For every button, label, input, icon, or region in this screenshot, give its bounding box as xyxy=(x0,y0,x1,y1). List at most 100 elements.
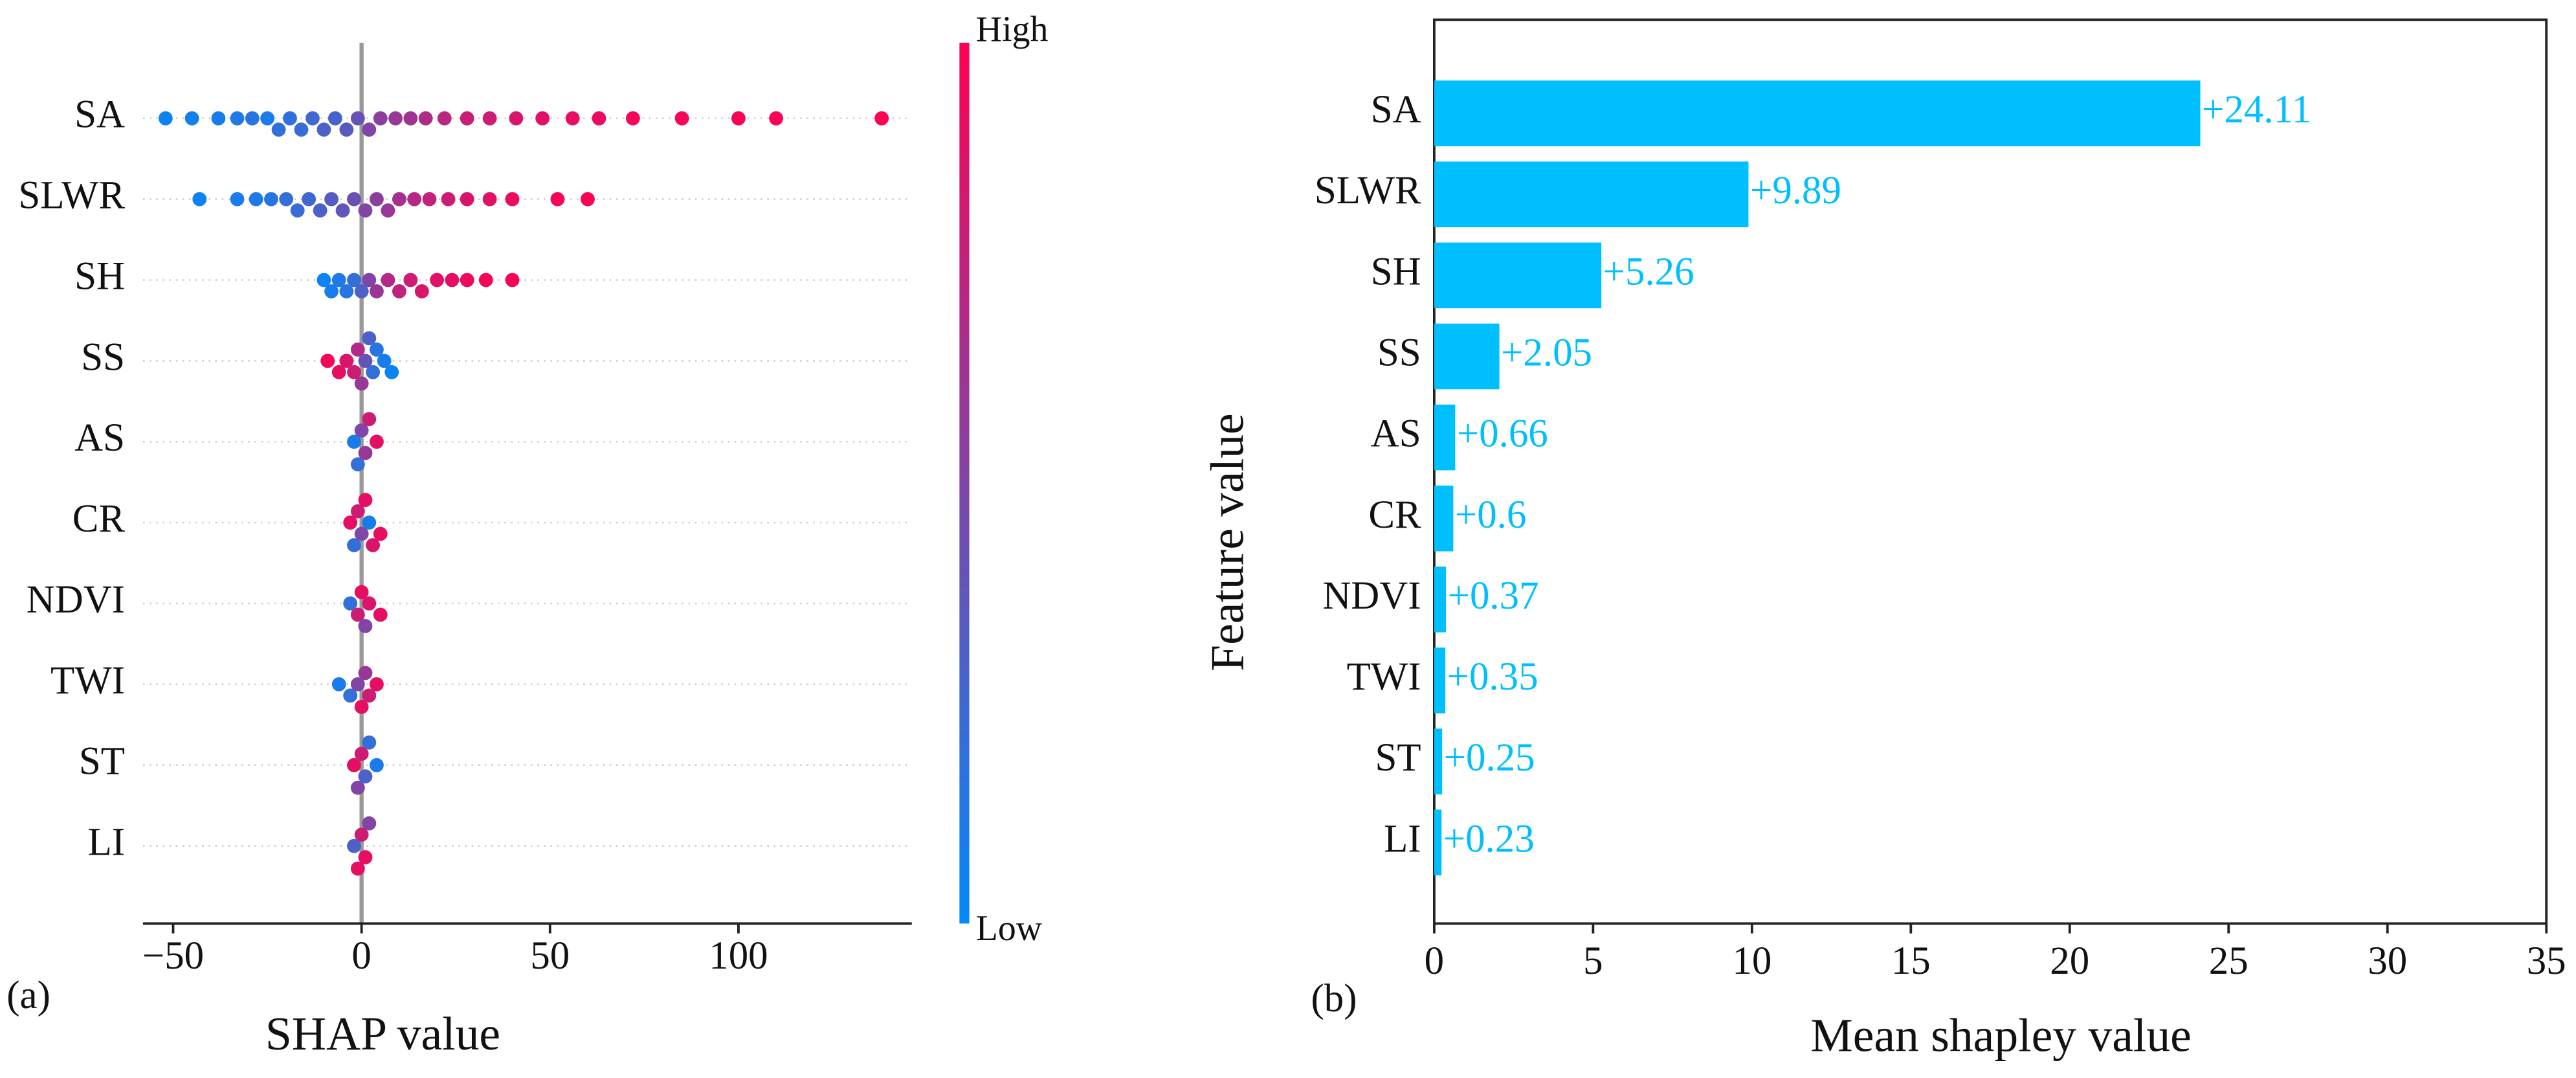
panel-label: (b) xyxy=(1311,977,1357,1020)
shap-point xyxy=(211,111,226,126)
shap-point xyxy=(769,111,784,126)
shap-point xyxy=(407,192,422,207)
shap-point xyxy=(445,273,460,287)
shap-point xyxy=(158,111,173,126)
shap-point xyxy=(581,192,595,207)
y-tick-label: NDVI xyxy=(1322,574,1421,618)
shap-point xyxy=(245,111,260,126)
shap-point xyxy=(535,111,550,126)
shap-point xyxy=(350,457,365,472)
shap-point xyxy=(358,769,373,784)
value-label: +0.37 xyxy=(1448,574,1539,618)
y-tick-label: SH xyxy=(1371,250,1421,293)
y-tick-label: TWI xyxy=(50,659,125,702)
shap-point xyxy=(354,376,369,391)
shap-point xyxy=(460,111,474,126)
shap-point xyxy=(505,273,520,287)
value-label: +2.05 xyxy=(1501,331,1592,375)
y-tick-label: CR xyxy=(72,497,126,541)
shap-point xyxy=(362,273,377,287)
value-label: +0.66 xyxy=(1457,412,1548,456)
shap-point xyxy=(358,493,373,508)
shap-point xyxy=(279,192,294,207)
shap-point xyxy=(354,699,369,714)
shap-point xyxy=(350,861,365,876)
shap-point xyxy=(358,445,373,460)
shap-point xyxy=(373,607,388,622)
shap-point xyxy=(422,192,437,207)
shap-point xyxy=(874,111,889,126)
shap-point xyxy=(339,122,354,137)
shap-point xyxy=(625,111,640,126)
shap-point xyxy=(350,342,365,357)
x-tick-label: −50 xyxy=(142,934,204,978)
bar xyxy=(1434,647,1446,713)
y-tick-label: AS xyxy=(74,416,125,460)
shap-point xyxy=(324,284,339,298)
y-tick-label: LI xyxy=(1384,817,1421,860)
shap-point xyxy=(192,192,207,207)
shap-point xyxy=(347,758,361,772)
shap-point xyxy=(302,192,316,207)
x-tick-label: 50 xyxy=(530,934,570,978)
y-tick-label: SS xyxy=(1377,331,1421,375)
bar xyxy=(1434,323,1500,390)
colorbar xyxy=(959,42,970,924)
x-tick-label: 100 xyxy=(709,934,768,978)
shap-point xyxy=(347,838,361,853)
shap-point xyxy=(362,735,377,750)
y-tick-label: CR xyxy=(1368,493,1421,537)
shap-point xyxy=(460,192,474,207)
x-axis-title: SHAP value xyxy=(265,1007,500,1060)
shap-point xyxy=(370,677,384,691)
shap-point xyxy=(339,284,354,298)
shap-point xyxy=(294,122,309,137)
y-tick-label: SA xyxy=(74,93,125,137)
bar xyxy=(1434,809,1442,876)
shap-point xyxy=(358,203,373,218)
shap-point xyxy=(354,827,369,842)
value-label: +0.25 xyxy=(1444,736,1535,780)
shap-point xyxy=(324,192,339,207)
shap-point xyxy=(331,273,346,287)
shap-point xyxy=(347,365,361,379)
shap-point xyxy=(418,111,433,126)
x-tick-label: 0 xyxy=(351,934,371,978)
shap-point xyxy=(414,284,429,298)
bar xyxy=(1434,728,1443,794)
y-tick-label: TWI xyxy=(1347,655,1421,699)
bar xyxy=(1434,486,1454,552)
shap-point xyxy=(320,354,335,368)
shap-point xyxy=(358,666,373,680)
shap-point xyxy=(392,284,406,298)
shap-point xyxy=(362,596,377,611)
shap-point xyxy=(362,688,377,703)
shap-point xyxy=(316,122,331,137)
value-label: +9.89 xyxy=(1750,169,1841,212)
y-tick-label: SLWR xyxy=(1315,169,1421,212)
y-tick-label: AS xyxy=(1371,412,1421,456)
shap-point xyxy=(354,585,369,600)
shap-point xyxy=(478,273,493,287)
shap-point xyxy=(354,526,369,541)
y-tick-label: SA xyxy=(1371,88,1421,131)
shap-point xyxy=(358,850,373,864)
shap-point xyxy=(331,365,346,379)
shap-point xyxy=(354,423,369,438)
shap-point xyxy=(437,111,452,126)
shap-point xyxy=(565,111,580,126)
shap-point xyxy=(283,111,297,126)
shap-point xyxy=(362,816,377,831)
shap-point xyxy=(343,596,358,611)
shap-point xyxy=(316,273,331,287)
shap-point xyxy=(347,538,361,552)
x-axis-title: Mean shapley value xyxy=(1810,1009,2192,1062)
shap-point xyxy=(370,434,384,449)
value-label: +24.11 xyxy=(2202,88,2311,131)
x-tick-label: 25 xyxy=(2209,939,2248,983)
shap-point xyxy=(430,273,445,287)
colorbar-low-label: Low xyxy=(976,908,1043,949)
shap-point xyxy=(377,354,392,368)
shap-point xyxy=(249,192,263,207)
